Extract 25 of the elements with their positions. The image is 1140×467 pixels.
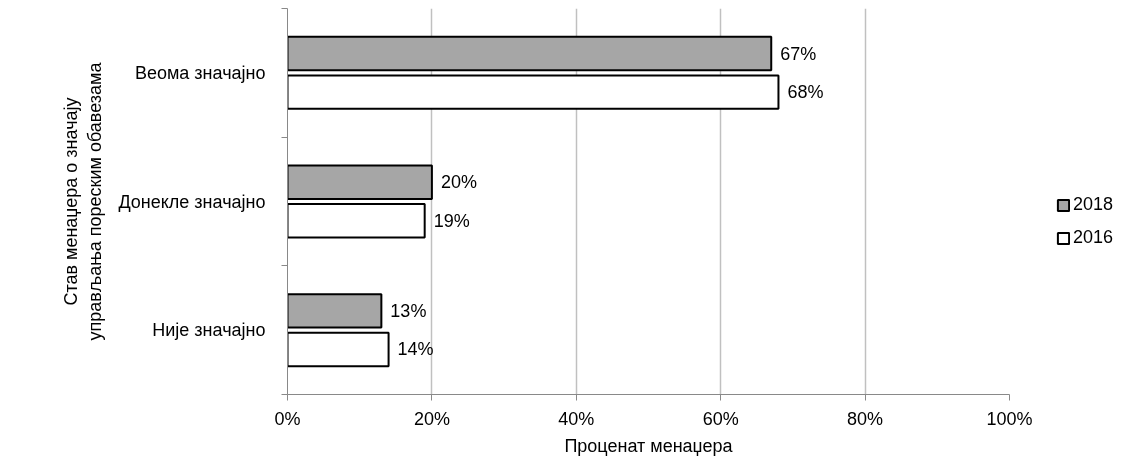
- legend-label: 2018: [1073, 194, 1114, 215]
- bar: [287, 164, 433, 200]
- y-tick-label: Веома значајно: [134, 62, 266, 83]
- bar: [287, 35, 773, 72]
- x-tick-label: 40%: [558, 408, 595, 429]
- data-label: 13%: [390, 300, 427, 321]
- legend-label: 2016: [1073, 227, 1114, 248]
- data-label: 68%: [787, 82, 824, 103]
- bar: [287, 293, 383, 329]
- bar: [287, 331, 390, 368]
- x-tick-label: 60%: [702, 408, 739, 429]
- data-label: 19%: [433, 210, 470, 231]
- bar: [287, 74, 780, 110]
- x-tick-label: 20%: [413, 408, 450, 429]
- y-tick-label: Донекле значајно: [118, 191, 266, 212]
- y-axis-title: Став менаџера о значају управљања пореским обавезама: [61, 61, 106, 341]
- x-tick-label: 80%: [847, 408, 884, 429]
- x-axis-title: Проценат менаџера: [564, 435, 734, 456]
- data-label: 14%: [397, 339, 434, 360]
- data-label: 67%: [780, 43, 817, 64]
- x-tick-label: 0%: [274, 408, 301, 429]
- x-tick-label: 100%: [986, 408, 1033, 429]
- y-tick-label: Није значајно: [152, 320, 266, 341]
- bar: [287, 203, 426, 239]
- data-label: 20%: [440, 172, 477, 193]
